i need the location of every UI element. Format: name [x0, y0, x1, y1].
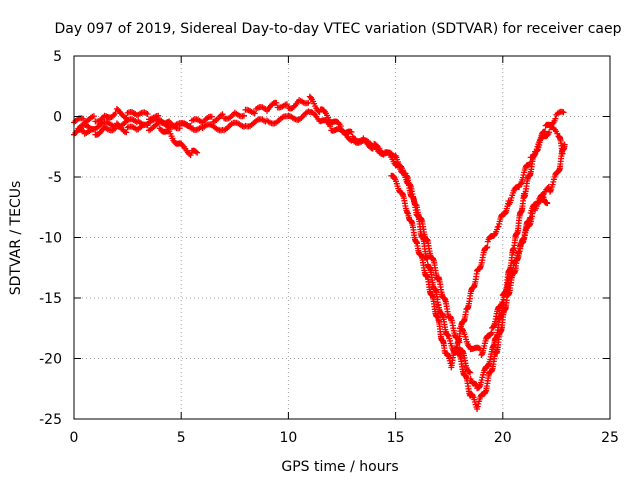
x-axis-label: GPS time / hours — [281, 459, 398, 475]
x-tick-label: 5 — [177, 430, 186, 446]
x-tick-label: 20 — [494, 430, 512, 446]
data-point-markers — [456, 191, 551, 358]
x-tick-label: 25 — [601, 430, 619, 446]
x-tick-label: 0 — [70, 430, 79, 446]
data-point-markers — [71, 93, 567, 392]
y-tick-label: -25 — [39, 412, 62, 428]
axis-ticks: 0 5 10 15 20 25 5 0 -5 -10 -15 -20 -25 — [39, 49, 619, 446]
y-tick-label: -20 — [39, 352, 62, 368]
grid-lines — [74, 56, 610, 419]
y-tick-label: -5 — [48, 170, 62, 186]
chart-title: Day 097 of 2019, Sidereal Day-to-day VTE… — [55, 21, 622, 37]
y-tick-label: 5 — [53, 49, 62, 65]
x-tick-label: 10 — [279, 430, 297, 446]
data-point-markers — [388, 124, 566, 371]
y-axis-label: SDTVAR / TECUs — [8, 181, 24, 296]
data-point-markers — [75, 108, 568, 412]
series-track-c — [75, 108, 568, 412]
x-tick-label: 15 — [387, 430, 405, 446]
series-track-e — [456, 191, 551, 358]
y-tick-label: -15 — [39, 291, 62, 307]
data-points — [71, 93, 568, 412]
series-track-b — [71, 93, 567, 392]
y-tick-label: 0 — [53, 110, 62, 126]
y-tick-label: -10 — [39, 231, 62, 247]
series-track-d — [388, 124, 566, 371]
